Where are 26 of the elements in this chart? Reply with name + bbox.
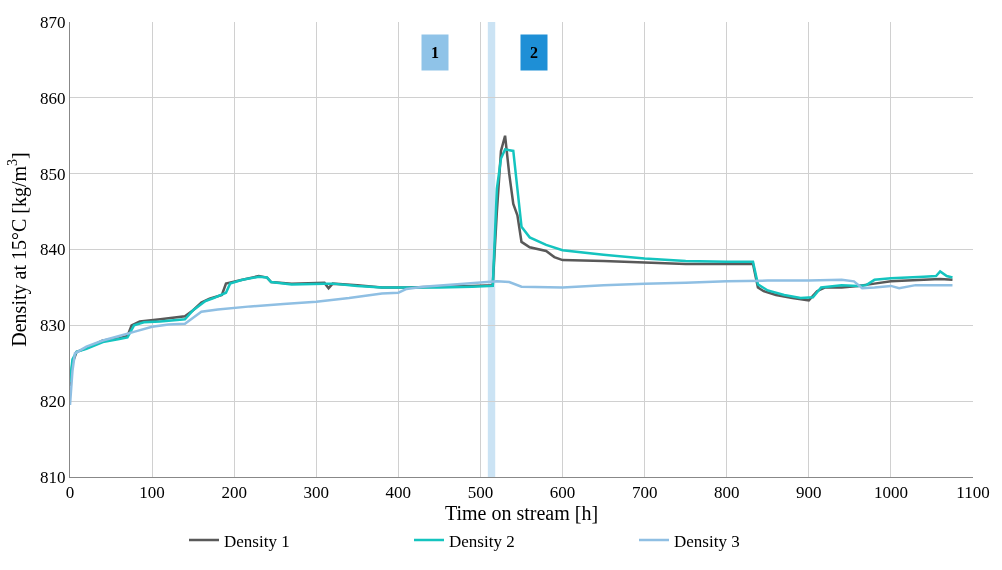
- legend-label: Density 1: [224, 531, 290, 551]
- y-tick-label: 870: [40, 12, 66, 32]
- x-tick-label: 200: [221, 483, 247, 503]
- x-tick-label: 500: [467, 483, 494, 503]
- line-series: [70, 278, 954, 407]
- legend-label: Density 3: [674, 531, 740, 551]
- x-tick-label: 100: [139, 483, 165, 503]
- x-tick-label: 900: [796, 483, 822, 503]
- y-tick-label: 850: [40, 164, 66, 184]
- x-tick-label: 600: [549, 483, 576, 503]
- y-tick-label: 810: [40, 467, 66, 487]
- x-tick-label: 0: [65, 483, 75, 503]
- y-tick-label: 840: [40, 240, 66, 260]
- x-tick-label: 1000: [873, 483, 908, 503]
- x-tick-label: 1100: [956, 483, 990, 503]
- y-tick-label: 830: [40, 316, 66, 336]
- annotation: 2: [530, 44, 538, 61]
- y-tick-label: 860: [40, 88, 66, 108]
- x-tick-label: 700: [631, 483, 658, 503]
- x-tick-label: 800: [713, 483, 740, 503]
- y-tick-label: 820: [40, 392, 66, 412]
- x-tick-label: 400: [385, 483, 412, 503]
- annotation: 1: [431, 44, 439, 61]
- x-tick-label: 300: [303, 483, 330, 503]
- legend-label: Density 2: [449, 531, 515, 551]
- x-axis-title: Time on stream [h]: [444, 502, 599, 525]
